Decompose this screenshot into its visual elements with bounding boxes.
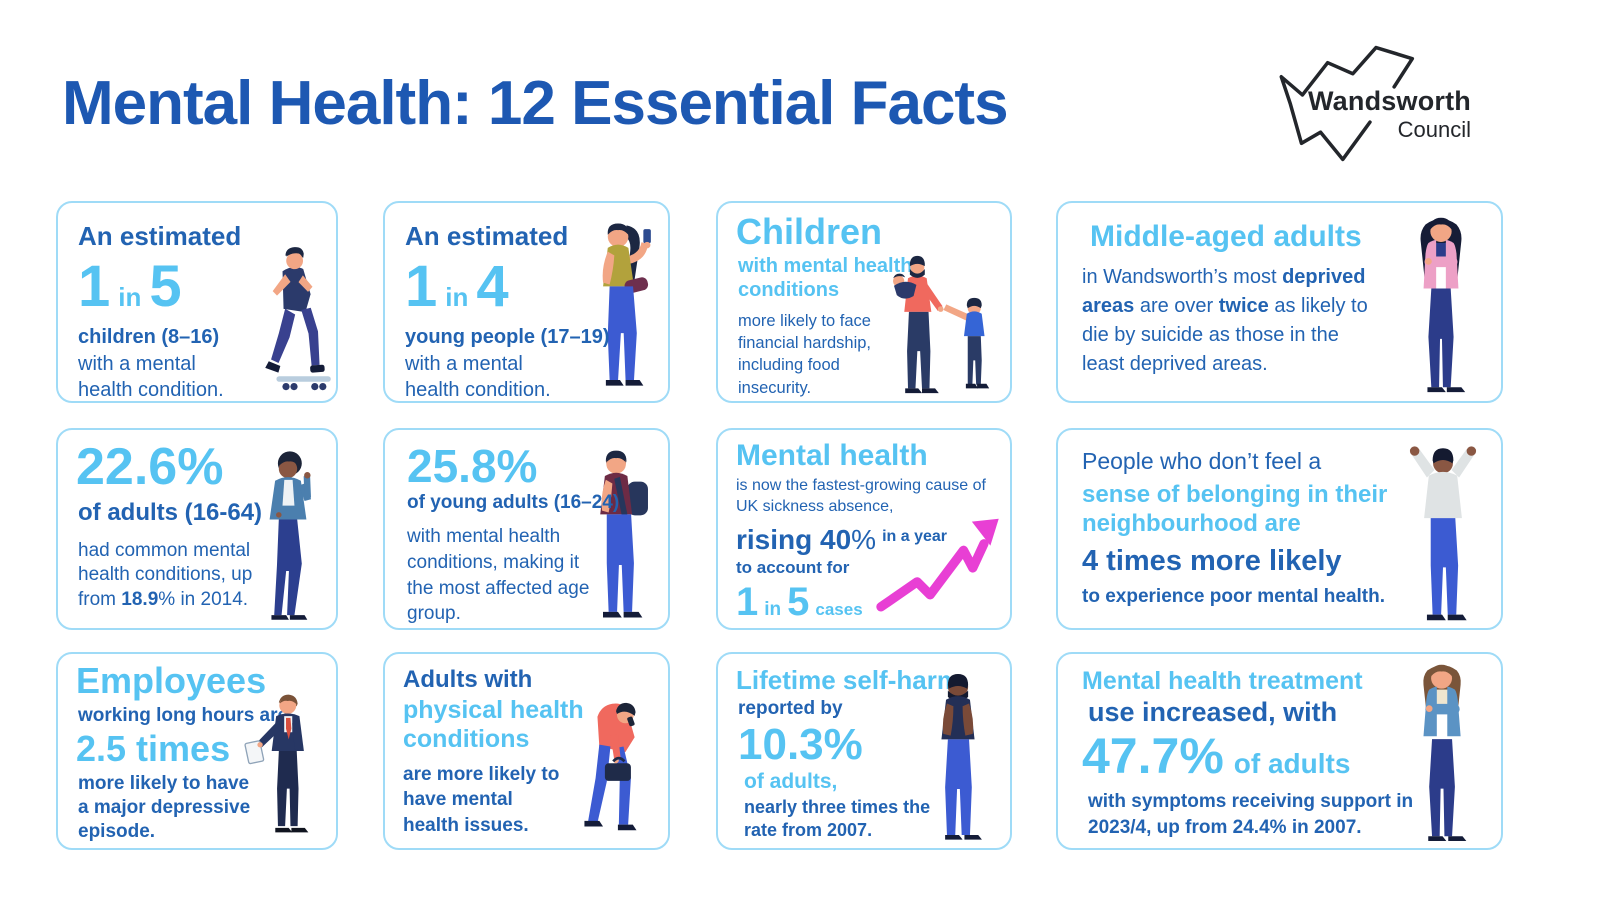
card-adults-common-conditions: 22.6% of adults (16-64) had common menta…: [56, 428, 338, 630]
body-text: with mental health conditions, making it…: [407, 526, 590, 625]
ratio-suffix: cases: [815, 599, 863, 619]
text-segment: in Wandsworth’s most: [1082, 266, 1283, 289]
logo-text: Wandsworth Council: [1308, 86, 1471, 143]
body-text: with a mental health condition.: [405, 353, 551, 401]
logo-wordmark: Wandsworth: [1308, 86, 1471, 116]
stat-label: of young adults (16–24): [407, 492, 620, 514]
card-heading: Children: [736, 211, 883, 252]
line-intro: use increased, with: [1088, 697, 1338, 727]
text-segment: the rate from 2007.: [744, 797, 931, 840]
card-children-financial-hardship: Children with mental health conditions m…: [716, 201, 1012, 403]
wandsworth-council-logo: Wandsworth Council: [1243, 34, 1505, 176]
card-one-in-four-young-people: An estimated 1 in 4 young people (17–19)…: [383, 201, 670, 403]
card-lifetime-self-harm: Lifetime self-harm reported by 10.3% of …: [716, 652, 1012, 850]
ratio-word: in: [445, 282, 469, 312]
line-intro: working long hours are: [78, 704, 289, 726]
stat-suffix: of adults: [1233, 748, 1351, 779]
stat-number: 25.8%: [407, 440, 538, 492]
body-text: with symptoms receiving support in 2023/…: [1088, 789, 1418, 842]
body-text: are more likely to have mental health is…: [403, 763, 560, 836]
account-line: to account for: [736, 557, 850, 577]
body-text: more likely to face financial hardship, …: [738, 311, 871, 397]
card-one-in-five-children: An estimated 1 in 5 children (8–16) with…: [56, 201, 338, 403]
card-employees-long-hours: Employees working long hours are 2.5 tim…: [56, 652, 338, 850]
big-ratio: 1 in 4: [405, 258, 650, 316]
text-segment: with symptoms receiving support in 2023/…: [1088, 790, 1414, 839]
text-segment: as likely to die by suicide as those in …: [1082, 295, 1368, 376]
stat-number: 10.3%: [738, 720, 863, 770]
borough-outline-icon: [1279, 45, 1415, 162]
card-heading: Mental health treatment: [1082, 667, 1363, 695]
page-title: Mental Health: 12 Essential Facts: [62, 69, 1009, 138]
text-segment-bold: deprived areas: [1082, 266, 1366, 318]
rising-note: in a year: [882, 527, 948, 545]
text-segment-bold: twice: [1218, 295, 1269, 318]
ratio-word: in: [764, 598, 782, 620]
line-intro: reported by: [738, 698, 843, 720]
card-sense-of-belonging: People who don’t feel a sense of belongi…: [1056, 428, 1503, 630]
card-heading: Lifetime self-harm: [736, 665, 960, 695]
body-text: with a mental health condition.: [78, 353, 224, 401]
body-text: nearly three times the rate from 2007.: [744, 796, 949, 841]
text-segment: % in 2014.: [158, 588, 249, 610]
stat-number: 2.5 times: [76, 727, 231, 769]
card-kicker: An estimated: [405, 221, 569, 251]
stat-number: 22.6%: [76, 438, 224, 496]
body-text: is now the fastest-growing cause of UK s…: [736, 477, 986, 516]
text-segment-bold: 24.4: [1232, 817, 1270, 839]
big-ratio: 1 in 5 cases: [736, 582, 992, 622]
line-highlight: sense of belonging in their neighbourhoo…: [1082, 481, 1388, 537]
rising-percent: %: [851, 523, 877, 555]
card-physical-health-conditions: Adults with physical health conditions a…: [383, 652, 670, 850]
body-text: in Wandsworth’s most deprived areas are …: [1082, 263, 1382, 379]
bold-line: children (8–16): [78, 326, 220, 348]
body-text: more likely to have a major depressive e…: [78, 772, 263, 843]
card-kicker: An estimated: [78, 221, 242, 251]
text-segment-bold: 18.9: [121, 588, 159, 610]
text-segment-bold: three times: [802, 797, 899, 818]
ratio-number: 4: [476, 254, 509, 319]
text-segment: % in 2007.: [1269, 817, 1362, 839]
bold-line: young people (17–19): [405, 326, 610, 348]
card-subheading: with mental health conditions: [738, 254, 913, 301]
ratio-word: in: [118, 282, 142, 312]
text-segment: are over: [1134, 295, 1219, 318]
line-outro: to experience poor mental health.: [1082, 585, 1386, 607]
card-sickness-absence: Mental health is now the fastest-growing…: [716, 428, 1012, 630]
line-intro: Adults with: [403, 666, 533, 693]
text-segment-bold: major depressive episode.: [78, 797, 251, 842]
card-heading: Middle-aged adults: [1090, 220, 1362, 253]
rising-bold: rising 40: [736, 523, 852, 555]
logo-subtitle: Council: [1397, 117, 1471, 143]
ratio-number: 5: [787, 579, 810, 624]
card-heading: Employees: [76, 660, 267, 701]
card-young-adults-most-affected: 25.8% of young adults (16–24) with menta…: [383, 428, 670, 630]
card-heading: physical health conditions: [403, 696, 584, 753]
stat-label: of adults,: [744, 770, 838, 794]
ratio-number: 1: [736, 579, 759, 624]
stat-number: 47.7%: [1082, 728, 1224, 784]
stat-label: of adults (16-64): [78, 498, 263, 526]
line-intro: People who don’t feel a: [1082, 448, 1322, 474]
line-stat: 4 times more likely: [1082, 544, 1342, 577]
card-middle-aged-adults-suicide: Middle-aged adults in Wandsworth’s most …: [1056, 201, 1503, 403]
body-text: had common mental health conditions, up …: [78, 539, 270, 613]
ratio-number: 1: [405, 254, 438, 319]
ratio-number: 5: [149, 254, 182, 319]
text-segment: nearly: [744, 797, 803, 818]
stat-row: 47.7% of adults: [1082, 730, 1483, 783]
card-treatment-use-increase: Mental health treatment use increased, w…: [1056, 652, 1503, 850]
text-segment: more likely to have a: [78, 773, 250, 819]
text-segment: had common mental health conditions, up …: [78, 539, 253, 610]
ratio-number: 1: [78, 254, 111, 319]
card-heading: Mental health: [736, 439, 928, 472]
big-ratio: 1 in 5: [78, 258, 318, 316]
rising-stat: rising 40% in a year: [736, 524, 992, 556]
